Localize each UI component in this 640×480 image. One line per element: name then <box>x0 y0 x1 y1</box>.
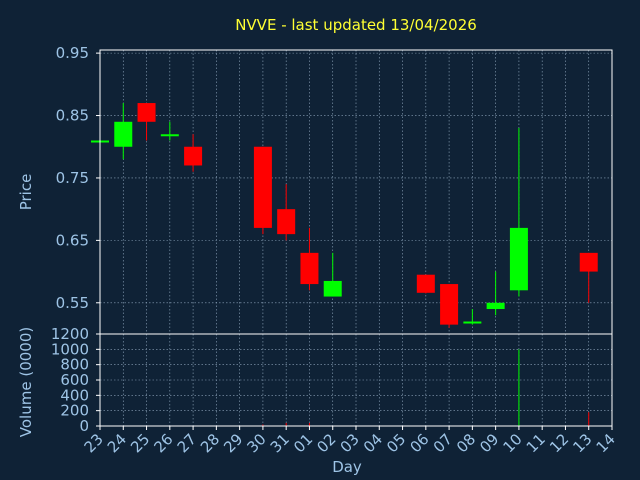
price-y-axis: 0.95 0.85 0.75 0.65 0.55 <box>56 44 100 312</box>
candles <box>91 103 598 328</box>
chart-title: NVVE - last updated 13/04/2026 <box>235 16 477 34</box>
volume-tick-label: 0 <box>79 417 89 435</box>
x-axis-title: Day <box>332 458 362 476</box>
price-tick-label: 0.55 <box>56 294 89 312</box>
candle-02 <box>323 252 342 297</box>
price-tick-label: 0.85 <box>56 107 89 125</box>
volume-tick-label: 200 <box>60 402 89 420</box>
candle-13 <box>579 252 598 303</box>
candle-body <box>509 227 528 291</box>
candle-26 <box>160 121 179 141</box>
candle-body <box>184 146 203 166</box>
volume-tick-label: 400 <box>60 386 89 404</box>
volume-tick-label: 1000 <box>51 340 89 358</box>
candle-body <box>137 103 156 122</box>
candle-body <box>416 274 435 293</box>
price-panel: 0.95 0.85 0.75 0.65 0.55 <box>56 44 613 335</box>
candle-31 <box>277 184 296 241</box>
candle-01 <box>300 227 319 291</box>
volume-tick-label: 1200 <box>51 325 89 343</box>
candle-07 <box>440 284 459 328</box>
candle-27 <box>184 134 203 172</box>
candle-body <box>160 134 179 137</box>
x-tick-label: 14 <box>593 430 619 456</box>
candle-body <box>114 121 133 147</box>
candle-30 <box>253 146 272 235</box>
candle-08 <box>463 309 482 325</box>
candle-body <box>277 209 296 235</box>
price-tick-label: 0.75 <box>56 169 89 187</box>
candle-06 <box>416 274 435 294</box>
candle-body <box>440 284 459 325</box>
volume-axis-title: Volume (0000) <box>17 327 35 437</box>
candle-10 <box>509 128 528 297</box>
price-tick-label: 0.95 <box>56 44 89 62</box>
volume-tick-label: 800 <box>60 356 89 374</box>
candle-body <box>323 280 342 297</box>
volume-grid <box>100 334 612 426</box>
volume-bars <box>262 349 590 426</box>
candle-body <box>300 252 319 285</box>
x-axis: 2324252627282930310102030405060708091011… <box>81 426 619 456</box>
candle-body <box>486 302 505 310</box>
price-tick-label: 0.65 <box>56 231 89 249</box>
candle-25 <box>137 103 156 141</box>
price-grid <box>100 50 612 334</box>
candle-body <box>253 146 272 228</box>
volume-tick-label: 600 <box>60 371 89 389</box>
price-axis-title: Price <box>17 174 35 211</box>
candle-24 <box>114 103 133 160</box>
candle-09 <box>486 271 505 316</box>
candle-body <box>579 252 598 272</box>
candle-body <box>463 321 482 324</box>
